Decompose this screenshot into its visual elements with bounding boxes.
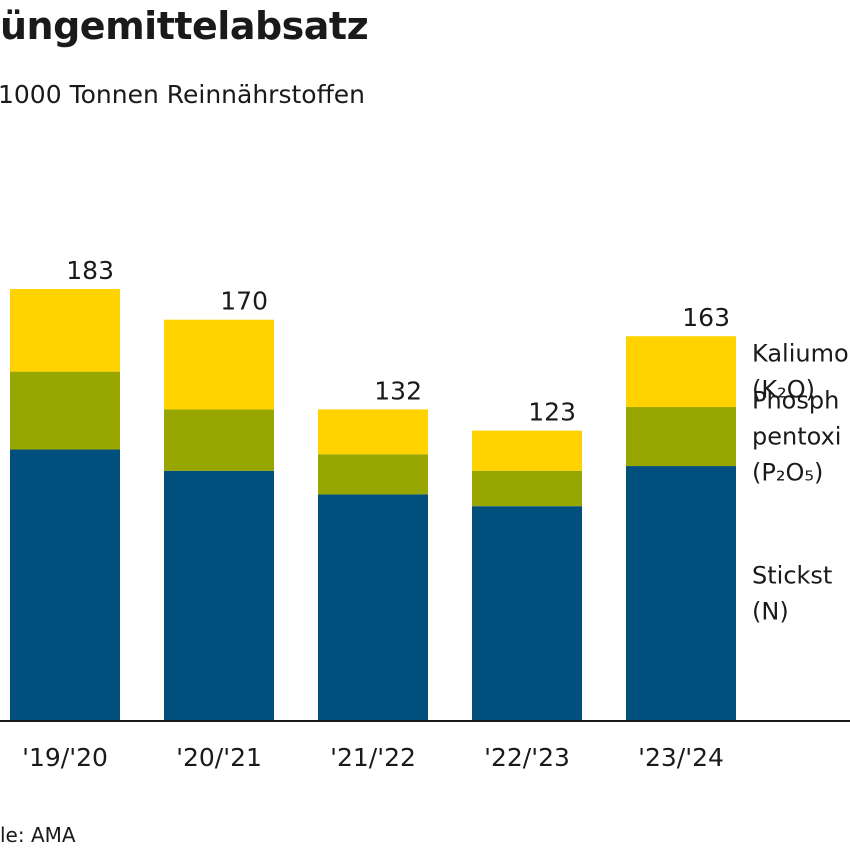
bar-segment-p2o5-4 (626, 407, 736, 467)
bars-group (10, 289, 736, 721)
bar-segment-k2o-3 (472, 430, 582, 471)
bar-segment-n-3 (472, 506, 582, 721)
legend-label-k2o-0: Kaliumo (752, 340, 849, 368)
legend-label-p2o5-0: Phosph (752, 387, 839, 415)
total-labels-group: 183 170 132 123 163 (66, 256, 730, 427)
legend-label-p2o5-2: (P₂O₅) (752, 459, 823, 487)
bar-segment-n-4 (626, 466, 736, 721)
legend-label-k2o-1: (K₂O) (752, 376, 815, 404)
legend-label-p2o5-1: pentoxi (752, 423, 841, 451)
bar-segment-p2o5-1 (164, 409, 274, 471)
total-label-3: 123 (528, 398, 576, 427)
bar-segment-p2o5-0 (10, 371, 120, 450)
legend-label-n-0: Stickst (752, 562, 832, 590)
bar-segment-n-1 (164, 470, 274, 721)
x-tick-label-3: '22/'23 (484, 743, 570, 772)
bar-segment-k2o-1 (164, 319, 274, 410)
chart-title: üngemittelabsatz (0, 4, 369, 48)
total-label-1: 170 (220, 287, 268, 316)
bar-segment-k2o-2 (318, 409, 428, 455)
x-tick-label-4: '23/'24 (638, 743, 724, 772)
x-tick-label-1: '20/'21 (176, 743, 262, 772)
total-label-4: 163 (682, 303, 730, 332)
legend-label-n-1: (N) (752, 598, 789, 626)
bar-segment-p2o5-2 (318, 454, 428, 495)
total-label-2: 132 (374, 376, 422, 405)
x-tick-label-0: '19/'20 (22, 743, 108, 772)
bar-segment-k2o-0 (10, 289, 120, 372)
x-tick-labels-group: '19/'20 '20/'21 '21/'22 '22/'23 '23/'24 (22, 743, 724, 772)
bar-segment-n-0 (10, 449, 120, 721)
bar-segment-n-2 (318, 494, 428, 721)
source-note: le: AMA (0, 823, 76, 847)
legend: Stickst (N) Phosph pentoxi (P₂O₅) Kaliumo (K₂O… (752, 340, 849, 626)
chart-subtitle: 1000 Tonnen Reinnährstoffen (0, 80, 366, 109)
total-label-0: 183 (66, 256, 114, 285)
bar-segment-k2o-4 (626, 336, 736, 408)
x-tick-label-2: '21/'22 (330, 743, 416, 772)
bar-segment-p2o5-3 (472, 470, 582, 507)
